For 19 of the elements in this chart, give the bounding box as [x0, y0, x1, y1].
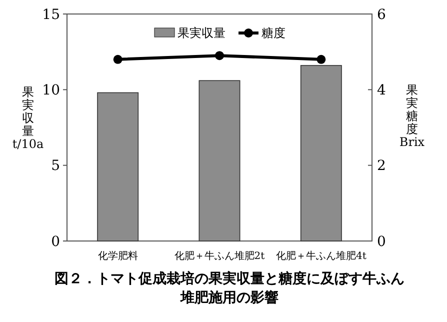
bar [97, 92, 139, 242]
y-tick-label: 0 [51, 234, 60, 250]
y-tick-label: 10 [42, 82, 60, 99]
y-tick-label: 5 [51, 158, 60, 174]
y2-tick-label: 6 [377, 6, 386, 23]
legend-label: 糖度 [262, 26, 286, 40]
y2-axis-title: 果実糖度 Brix [399, 83, 425, 149]
y2-tick-label: 2 [377, 158, 386, 174]
x-tick-label: 化肥＋牛ふん堆肥2t [174, 250, 265, 262]
y-axis-title: 果実収量 t/10a [12, 85, 44, 151]
bar [198, 80, 240, 242]
bar [300, 65, 342, 242]
y2-tick-label: 0 [377, 234, 386, 250]
x-tick-label: 化肥＋牛ふん堆肥4t [276, 250, 366, 262]
y-tick-label: 15 [42, 6, 60, 23]
legend-label: 果実収量 [178, 26, 226, 40]
y2-tick-label: 4 [377, 82, 386, 99]
text: 図２．トマト促成栽培の果実収量と糖度に及ぼす牛ふん堆肥施用の影響 [54, 270, 404, 306]
x-tick-label: 化学肥料 [98, 250, 138, 262]
